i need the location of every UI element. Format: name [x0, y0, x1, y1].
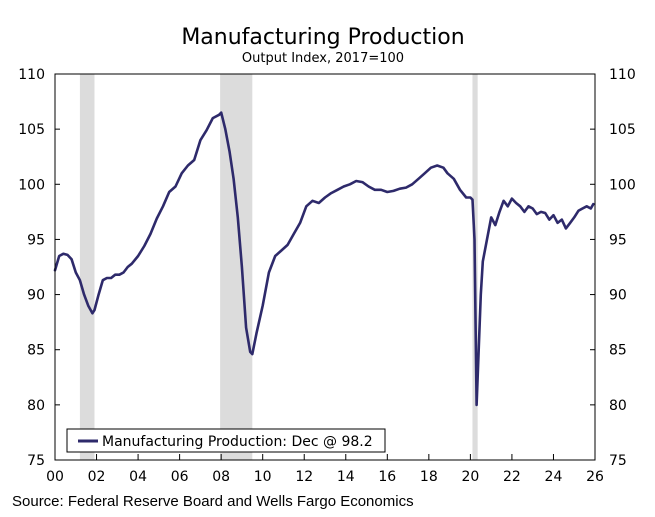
source-note: Source: Federal Reserve Board and Wells … — [12, 493, 414, 510]
y-tick-label-right: 75 — [609, 453, 627, 469]
series-line-0 — [53, 111, 595, 407]
legend: Manufacturing Production: Dec @ 98.2 — [66, 428, 386, 453]
x-tick-label: 08 — [212, 469, 230, 485]
x-tick-label: 16 — [378, 469, 396, 485]
plot-frame — [54, 73, 596, 461]
y-tick-label-left: 105 — [18, 122, 45, 138]
x-tick-label: 12 — [295, 469, 313, 485]
series-lines — [53, 111, 595, 407]
chart-subtitle: Output Index, 2017=100 — [242, 51, 404, 66]
x-tick-label: 26 — [586, 469, 604, 485]
x-tick-label: 22 — [503, 469, 521, 485]
y-tick-label-right: 80 — [609, 398, 627, 414]
y-tick-label-left: 85 — [27, 343, 45, 359]
y-tick-label-right: 105 — [609, 122, 636, 138]
y-tick-label-left: 100 — [18, 177, 45, 193]
y-tick-label-right: 85 — [609, 343, 627, 359]
y-tick-label-left: 90 — [27, 288, 45, 304]
y-tick-label-right: 110 — [609, 67, 636, 83]
y-tick-label-left: 75 — [27, 453, 45, 469]
y-tick-label-left: 110 — [18, 67, 45, 83]
x-tick-label: 14 — [337, 469, 355, 485]
x-tick-label: 00 — [46, 469, 64, 485]
y-axis-ticks: 75 75 80 80 85 85 90 90 95 95 100 100 105 105 110 110 — [18, 67, 635, 469]
y-tick-label-right: 100 — [609, 177, 636, 193]
legend-box — [66, 428, 386, 453]
y-tick-label-left: 80 — [27, 398, 45, 414]
x-tick-label: 10 — [254, 469, 272, 485]
recession-band-0 — [79, 74, 95, 460]
x-tick-label: 02 — [88, 469, 106, 485]
y-tick-label-right: 90 — [609, 288, 627, 304]
x-tick-label: 04 — [129, 469, 147, 485]
x-tick-label: 06 — [171, 469, 189, 485]
chart-title: Manufacturing Production — [181, 25, 464, 50]
x-tick-label: 18 — [420, 469, 438, 485]
x-tick-label: 20 — [461, 469, 479, 485]
x-tick-label: 24 — [545, 469, 563, 485]
recession-bands — [79, 74, 478, 460]
x-axis-ticks: 00 02 04 06 08 10 12 14 16 18 20 22 24 26 — [46, 454, 604, 485]
recession-band-1 — [220, 74, 253, 460]
legend-label: Manufacturing Production: Dec @ 98.2 — [102, 434, 373, 450]
y-tick-label-right: 95 — [609, 232, 627, 248]
y-tick-label-left: 95 — [27, 232, 45, 248]
